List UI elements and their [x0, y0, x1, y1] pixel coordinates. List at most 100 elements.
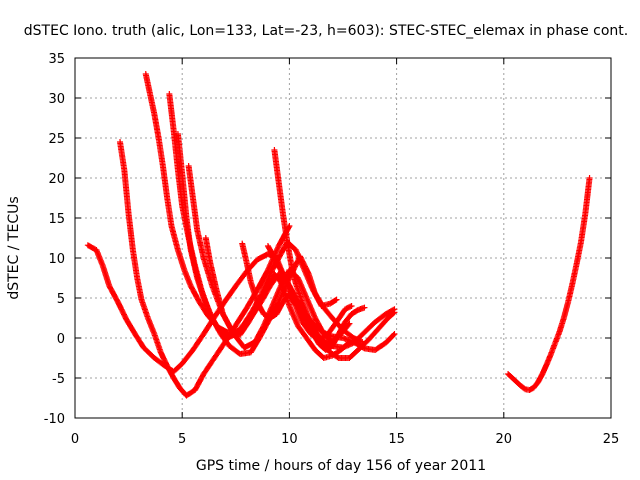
data-point-run — [212, 340, 228, 360]
data-point — [346, 339, 353, 345]
data-point-run — [304, 296, 318, 320]
data-point-run — [288, 264, 299, 286]
series-11 — [505, 175, 593, 393]
data-point-run — [297, 308, 309, 324]
data-point-run — [209, 316, 224, 336]
data-point-run — [192, 372, 206, 392]
x-tick-label: 5 — [178, 432, 186, 447]
data-point-run — [254, 268, 271, 292]
data-point-run — [166, 92, 177, 132]
data-point-run — [535, 372, 545, 384]
data-point-run — [328, 297, 339, 306]
data-point-run — [168, 224, 181, 252]
data-point-run — [115, 300, 129, 322]
data-point-run — [184, 387, 197, 398]
data-point-run — [356, 337, 371, 352]
data-point-run — [278, 268, 290, 284]
data-point-run — [171, 361, 185, 374]
data-point-run — [220, 312, 234, 332]
data-point-run — [239, 242, 250, 264]
data-point-run — [117, 140, 128, 172]
data-point-run — [329, 332, 342, 348]
data-point-run — [158, 350, 170, 368]
data-point-run — [201, 256, 215, 288]
data-point-run — [130, 248, 140, 280]
series-group — [84, 71, 593, 399]
data-point-run — [325, 320, 339, 336]
plot-frame — [74, 57, 612, 419]
data-point-run — [291, 292, 303, 312]
x-tick-label: 10 — [281, 432, 298, 447]
data-point-run — [160, 164, 170, 200]
x-tick-label: 0 — [71, 432, 79, 447]
data-point-run — [254, 300, 267, 316]
data-point-run — [274, 300, 286, 316]
data-point-run — [147, 92, 158, 116]
data-point-run — [125, 212, 136, 252]
y-tick-label: 20 — [48, 172, 65, 187]
data-point-run — [310, 332, 322, 347]
data-point-run — [263, 272, 277, 292]
series-10 — [264, 243, 368, 353]
data-point-run — [143, 72, 153, 96]
data-point-run — [233, 306, 249, 327]
data-point-run — [334, 307, 348, 324]
data-point-run — [233, 269, 249, 288]
data-point-run — [132, 332, 146, 350]
data-point-run — [145, 316, 157, 336]
data-point-run — [175, 248, 187, 272]
data-point-run — [188, 248, 200, 280]
grid — [75, 58, 611, 418]
data-point-run — [519, 383, 528, 392]
data-point-run — [286, 304, 301, 328]
data-point-run — [343, 312, 354, 324]
data-point-run — [170, 128, 181, 172]
data-point-run — [514, 380, 523, 388]
data-point-run — [573, 240, 584, 266]
data-point-run — [175, 132, 186, 176]
data-point-run — [141, 345, 157, 360]
y-tick-label: 15 — [48, 212, 65, 227]
data-point-run — [299, 300, 312, 320]
data-point-run — [243, 260, 254, 284]
data-point-run — [190, 196, 201, 232]
data-point-run — [227, 343, 242, 357]
y-tick-label: 30 — [48, 92, 65, 107]
data-point-run — [121, 168, 132, 216]
data-point-run — [124, 317, 138, 336]
data-point-run — [506, 372, 515, 380]
data-point-run — [304, 320, 316, 336]
data-point-run — [312, 292, 324, 308]
data-point-run — [321, 305, 335, 320]
x-tick-label: 20 — [496, 432, 513, 447]
data-point-run — [312, 329, 324, 344]
data-point-run — [164, 364, 176, 380]
data-point-run — [183, 216, 194, 252]
data-point-run — [237, 320, 251, 337]
data-point-run — [527, 385, 536, 393]
data-point-run — [175, 168, 186, 208]
data-point-run — [275, 180, 286, 216]
data-point-run — [284, 280, 297, 296]
data-point-run — [194, 276, 207, 300]
data-point-run — [362, 320, 378, 335]
data-point-run — [323, 343, 335, 353]
data-point-run — [248, 280, 260, 304]
x-tick-label: 15 — [388, 432, 405, 447]
data-point-run — [100, 264, 112, 288]
data-point-run — [93, 248, 106, 268]
data-point-run — [190, 332, 206, 352]
data-point-run — [295, 324, 309, 340]
data-point — [391, 309, 398, 316]
data-point-run — [201, 356, 217, 376]
data-point-run — [207, 260, 220, 292]
data-point-run — [185, 164, 196, 200]
data-point-run — [556, 316, 567, 334]
data-point-run — [180, 348, 196, 366]
data-point-run — [171, 376, 183, 391]
data-point — [391, 331, 398, 337]
data-point-run — [328, 350, 341, 361]
axis-ticks: 0 5 10 15 20 25 -10 -5 0 5 10 15 20 25 30 35 — [44, 52, 620, 447]
data-point-run — [384, 306, 397, 317]
